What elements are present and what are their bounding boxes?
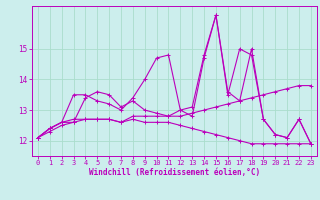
X-axis label: Windchill (Refroidissement éolien,°C): Windchill (Refroidissement éolien,°C) <box>89 168 260 177</box>
